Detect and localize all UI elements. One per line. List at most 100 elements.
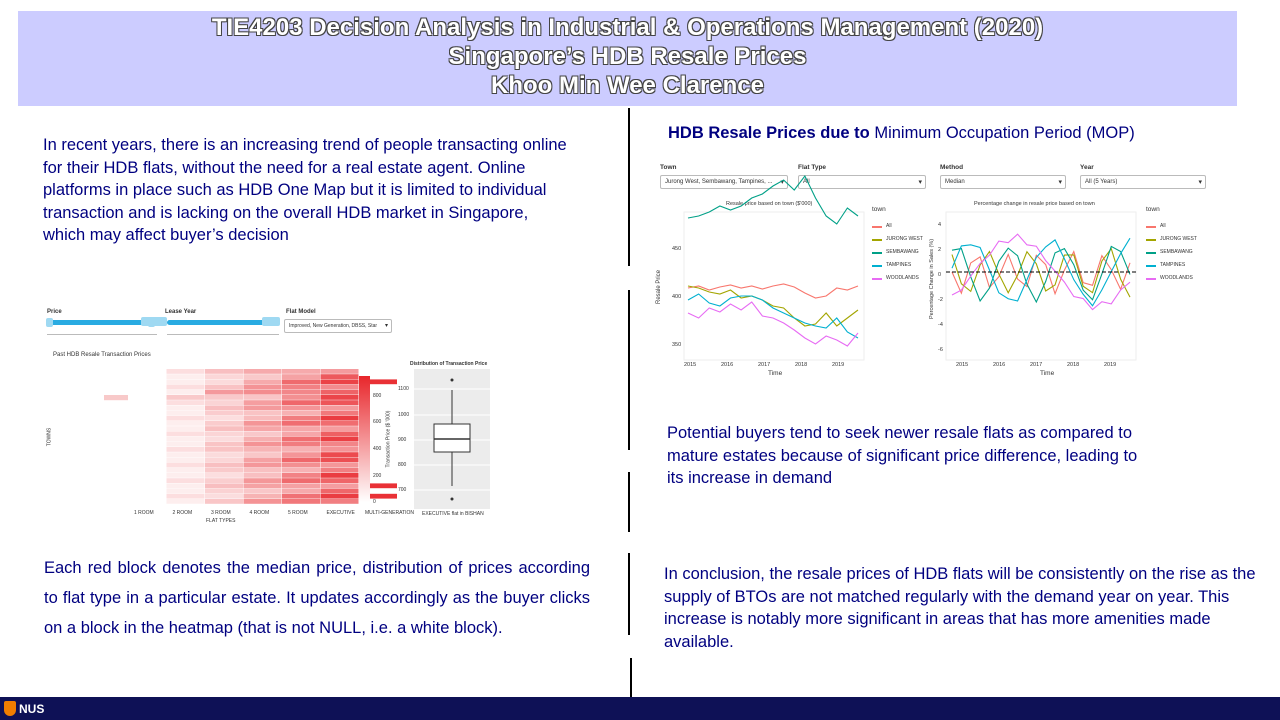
- heatmap-cell[interactable]: [205, 369, 243, 374]
- heatmap-cell[interactable]: [320, 405, 359, 411]
- heatmap-cell[interactable]: [166, 452, 205, 457]
- heatmap-cell[interactable]: [282, 483, 320, 489]
- heatmap-cell[interactable]: [128, 379, 166, 385]
- heatmap-cell[interactable]: [359, 488, 397, 494]
- heatmap-cell[interactable]: [320, 421, 359, 426]
- heatmap-cell[interactable]: [320, 493, 359, 499]
- heatmap-cell[interactable]: [320, 462, 359, 468]
- heatmap-cell[interactable]: [359, 483, 397, 489]
- heatmap-cell[interactable]: [128, 467, 166, 473]
- heatmap-cell[interactable]: [359, 478, 397, 483]
- heatmap-cell[interactable]: [359, 384, 397, 390]
- heatmap-cell[interactable]: [205, 421, 243, 426]
- heatmap-cell[interactable]: [320, 426, 359, 431]
- heatmap-cell[interactable]: [282, 384, 320, 390]
- heatmap-cell[interactable]: [282, 426, 320, 431]
- heatmap-cell[interactable]: [320, 379, 359, 385]
- heatmap-cell[interactable]: [243, 431, 282, 437]
- heatmap-cell[interactable]: [359, 447, 397, 452]
- heatmap-cell[interactable]: [320, 374, 359, 379]
- heatmap-cell[interactable]: [359, 410, 397, 416]
- heatmap-cell[interactable]: [205, 379, 243, 385]
- heatmap-cell[interactable]: [243, 389, 282, 395]
- heatmap-cell[interactable]: [320, 410, 359, 416]
- heatmap-cell[interactable]: [359, 436, 397, 442]
- heatmap-cell[interactable]: [359, 400, 397, 405]
- heatmap-cell[interactable]: [166, 493, 205, 499]
- heatmap-cell[interactable]: [166, 447, 205, 452]
- heatmap-cell[interactable]: [166, 467, 205, 473]
- heatmap-cell[interactable]: [205, 493, 243, 499]
- heatmap-cell[interactable]: [205, 384, 243, 390]
- heatmap-cell[interactable]: [128, 436, 166, 442]
- heatmap-cell[interactable]: [359, 426, 397, 431]
- heatmap-cell[interactable]: [359, 467, 397, 473]
- heatmap-cell[interactable]: [282, 493, 320, 499]
- heatmap-cell[interactable]: [128, 483, 166, 489]
- heatmap-cell[interactable]: [128, 473, 166, 478]
- heatmap-cell[interactable]: [282, 431, 320, 437]
- heatmap-cell[interactable]: [320, 473, 359, 478]
- heatmap-cell[interactable]: [320, 369, 359, 374]
- heatmap-cell[interactable]: [282, 478, 320, 483]
- heatmap-cell[interactable]: [205, 483, 243, 489]
- heatmap-cell[interactable]: [166, 374, 205, 379]
- heatmap-cell[interactable]: [128, 374, 166, 379]
- heatmap-cell[interactable]: [243, 478, 282, 483]
- heatmap-cell[interactable]: [128, 410, 166, 416]
- heatmap-cell[interactable]: [320, 499, 359, 504]
- heatmap-cell[interactable]: [359, 431, 397, 437]
- heatmap-cell[interactable]: [166, 478, 205, 483]
- heatmap-cell[interactable]: [359, 441, 397, 447]
- heatmap-cell[interactable]: [128, 415, 166, 421]
- heatmap-cell[interactable]: [128, 441, 166, 447]
- heatmap-cell[interactable]: [205, 473, 243, 478]
- heatmap-cell[interactable]: [282, 369, 320, 374]
- heatmap-cell[interactable]: [282, 462, 320, 468]
- heatmap-cell[interactable]: [282, 499, 320, 504]
- heatmap-cell[interactable]: [128, 478, 166, 483]
- heatmap-cell[interactable]: [282, 473, 320, 478]
- heatmap-cell[interactable]: [166, 410, 205, 416]
- heatmap-cell[interactable]: [243, 405, 282, 411]
- heatmap-cell[interactable]: [243, 493, 282, 499]
- heatmap-cell[interactable]: [320, 478, 359, 483]
- heatmap-cell[interactable]: [359, 415, 397, 421]
- heatmap-cell[interactable]: [282, 374, 320, 379]
- heatmap-cell[interactable]: [166, 405, 205, 411]
- heatmap-cell[interactable]: [166, 421, 205, 426]
- heatmap-cell[interactable]: [243, 379, 282, 385]
- filter-select[interactable]: All (5 Years) ▾: [1080, 175, 1206, 189]
- heatmap-cell[interactable]: [166, 400, 205, 405]
- heatmap-cell[interactable]: [243, 462, 282, 468]
- filter-select[interactable]: Median ▾: [940, 175, 1066, 189]
- heatmap-cell[interactable]: [359, 499, 397, 504]
- heatmap-cell[interactable]: [320, 415, 359, 421]
- heatmap-cell[interactable]: [320, 467, 359, 473]
- heatmap-cell[interactable]: [282, 441, 320, 447]
- lease-slider-handle[interactable]: [141, 317, 167, 326]
- heatmap-cell[interactable]: [243, 384, 282, 390]
- heatmap-cell[interactable]: [128, 384, 166, 390]
- heatmap-cell[interactable]: [205, 405, 243, 411]
- heatmap-cell[interactable]: [320, 431, 359, 437]
- heatmap-cell[interactable]: [166, 462, 205, 468]
- heatmap-cell[interactable]: [205, 436, 243, 442]
- heatmap-cell[interactable]: [166, 431, 205, 437]
- heatmap-cell[interactable]: [243, 499, 282, 504]
- heatmap-cell[interactable]: [205, 374, 243, 379]
- heatmap-cell[interactable]: [320, 452, 359, 457]
- heatmap-cell[interactable]: [282, 447, 320, 452]
- heatmap-cell[interactable]: [282, 457, 320, 463]
- heatmap-cell[interactable]: [243, 369, 282, 374]
- heatmap-cell[interactable]: [243, 436, 282, 442]
- heatmap-cell[interactable]: [128, 493, 166, 499]
- heatmap-cell[interactable]: [359, 374, 397, 379]
- heatmap-cell[interactable]: [320, 400, 359, 405]
- heatmap-cell[interactable]: [243, 447, 282, 452]
- heatmap-cell[interactable]: [320, 457, 359, 463]
- heatmap-cell[interactable]: [282, 400, 320, 405]
- heatmap-cell[interactable]: [359, 462, 397, 468]
- heatmap-cell[interactable]: [128, 426, 166, 431]
- heatmap-cell[interactable]: [166, 415, 205, 421]
